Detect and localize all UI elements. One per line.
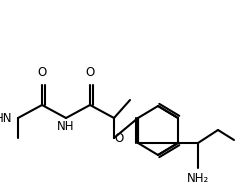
Text: NH₂: NH₂ <box>187 172 209 185</box>
Text: O: O <box>37 66 47 79</box>
Text: HN: HN <box>0 112 12 124</box>
Text: O: O <box>85 66 95 79</box>
Text: O: O <box>114 132 123 145</box>
Text: NH: NH <box>57 120 75 133</box>
